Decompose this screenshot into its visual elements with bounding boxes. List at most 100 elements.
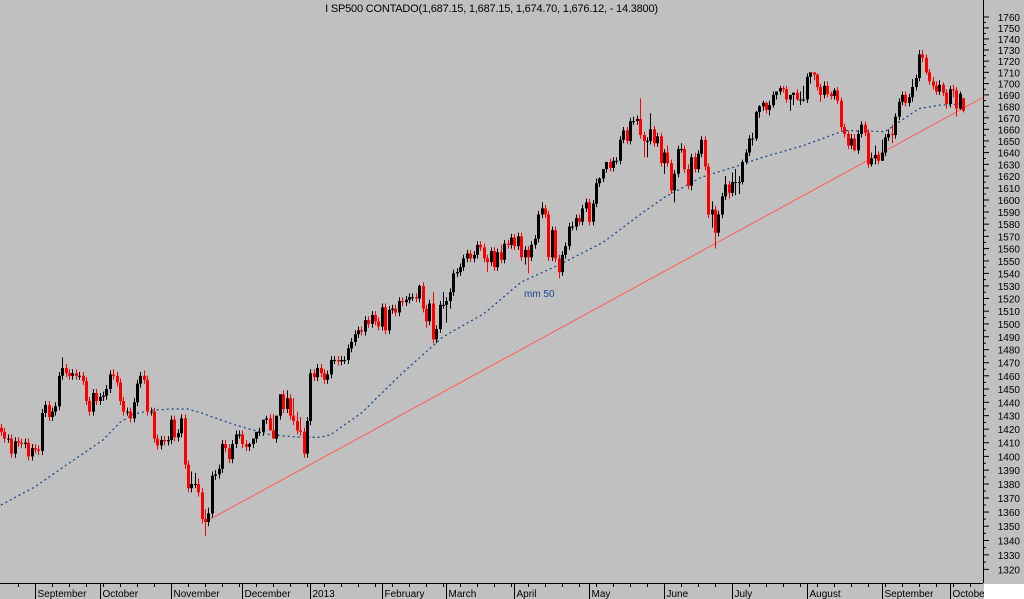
candle-body bbox=[772, 94, 775, 106]
candle-body bbox=[333, 360, 336, 362]
candle bbox=[904, 91, 907, 107]
candle bbox=[609, 158, 612, 172]
candle bbox=[194, 472, 197, 489]
x-month-label: July bbox=[735, 589, 753, 599]
candle-body bbox=[571, 226, 574, 228]
candle bbox=[143, 370, 146, 384]
candle-body bbox=[881, 152, 884, 161]
candle bbox=[496, 248, 499, 271]
candle-body bbox=[54, 406, 57, 412]
y-tick-label: 1700 bbox=[998, 80, 1021, 91]
candle bbox=[92, 389, 95, 416]
candle bbox=[221, 439, 224, 473]
candle-body bbox=[258, 431, 261, 433]
candle-body bbox=[211, 475, 214, 514]
candle-body bbox=[190, 484, 193, 489]
candle bbox=[279, 394, 282, 420]
candle-body bbox=[646, 140, 649, 142]
candle-body bbox=[292, 415, 295, 422]
candle-body bbox=[666, 152, 669, 164]
candle bbox=[153, 407, 156, 443]
candle bbox=[802, 85, 805, 102]
candle bbox=[677, 145, 680, 178]
y-tick-label: 1570 bbox=[998, 232, 1021, 243]
candle-body bbox=[61, 367, 64, 376]
candle bbox=[819, 83, 822, 102]
candle bbox=[632, 116, 635, 125]
candle bbox=[799, 91, 802, 106]
candle-body bbox=[401, 301, 404, 303]
candle-body bbox=[58, 375, 61, 407]
candle bbox=[612, 157, 615, 172]
candle-body bbox=[717, 214, 720, 233]
candle-body bbox=[7, 438, 10, 440]
candle-body bbox=[486, 258, 489, 263]
y-tick-label: 1370 bbox=[998, 494, 1021, 505]
candle bbox=[867, 129, 870, 168]
candle-body bbox=[830, 93, 833, 97]
candle-body bbox=[439, 304, 442, 330]
candle bbox=[323, 369, 326, 384]
candle-body bbox=[320, 367, 323, 374]
candle bbox=[510, 233, 513, 249]
candle bbox=[945, 89, 948, 109]
candle-body bbox=[65, 367, 68, 374]
candle-body bbox=[337, 360, 340, 362]
candle bbox=[881, 139, 884, 161]
candle bbox=[0, 423, 3, 436]
candle-body bbox=[762, 102, 765, 107]
candle-body bbox=[17, 441, 20, 443]
moving-average-line bbox=[0, 103, 964, 506]
y-tick-label: 1750 bbox=[998, 24, 1021, 35]
candle-body bbox=[816, 74, 819, 87]
y-tick-label: 1350 bbox=[998, 522, 1021, 533]
candle-body bbox=[207, 513, 210, 522]
candle bbox=[275, 415, 278, 443]
candle bbox=[330, 356, 333, 379]
y-tick-label: 1420 bbox=[998, 425, 1021, 436]
candle bbox=[14, 437, 17, 458]
candle-body bbox=[568, 226, 571, 247]
candle bbox=[201, 488, 204, 524]
candle bbox=[432, 292, 435, 344]
candle bbox=[673, 170, 676, 203]
candle bbox=[762, 100, 765, 111]
candle-body bbox=[316, 367, 319, 378]
candle-body bbox=[102, 395, 105, 397]
candle bbox=[388, 306, 391, 335]
candle bbox=[571, 221, 574, 231]
candle-body bbox=[408, 297, 411, 300]
candle bbox=[711, 201, 714, 228]
candle-body bbox=[37, 449, 40, 451]
candle bbox=[75, 369, 78, 380]
candle-body bbox=[775, 91, 778, 95]
candle bbox=[350, 338, 353, 353]
candle bbox=[163, 435, 166, 446]
candle bbox=[10, 434, 13, 458]
candle bbox=[146, 375, 149, 416]
candle-body bbox=[139, 375, 142, 384]
candle-body bbox=[840, 100, 843, 128]
candle bbox=[170, 415, 173, 445]
y-tick-label: 1710 bbox=[998, 68, 1021, 79]
candle-body bbox=[167, 439, 170, 442]
candle-body bbox=[88, 400, 91, 412]
candle-body bbox=[119, 382, 122, 401]
candle bbox=[911, 79, 914, 102]
candle-body bbox=[904, 94, 907, 103]
candle-body bbox=[598, 178, 601, 184]
candle bbox=[649, 113, 652, 145]
candle bbox=[585, 198, 588, 213]
candle bbox=[758, 105, 761, 118]
candle bbox=[782, 85, 785, 93]
candle-body bbox=[367, 320, 370, 324]
candle bbox=[592, 199, 595, 226]
candle-body bbox=[343, 360, 346, 362]
candle-body bbox=[388, 309, 391, 331]
candle-body bbox=[415, 297, 418, 299]
candle bbox=[884, 133, 887, 157]
candle bbox=[503, 240, 506, 264]
candle bbox=[568, 222, 571, 250]
candle-body bbox=[133, 402, 136, 419]
candle bbox=[700, 136, 703, 158]
